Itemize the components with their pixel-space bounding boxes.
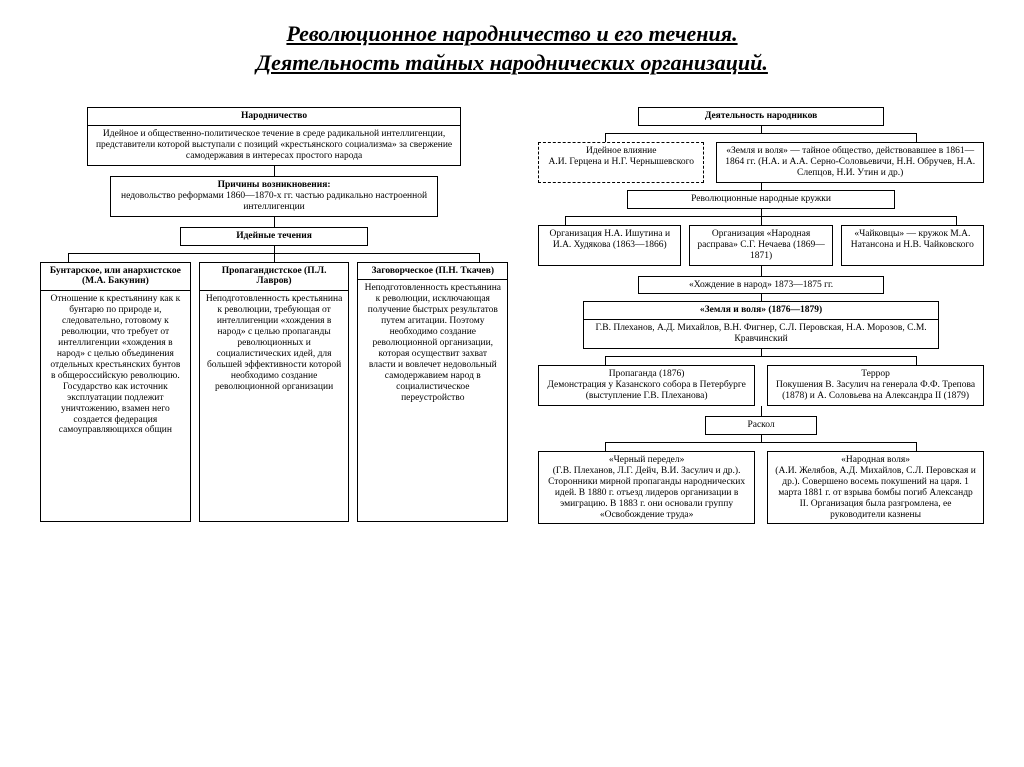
propaganda-body: Демонстрация у Казанского собора в Петер… — [545, 380, 748, 402]
connector-spread — [605, 134, 917, 142]
current-anarchist-body: Отношение к крестьянину как к бунтарю по… — [47, 294, 184, 436]
narodnaya-volya-box: «Народная воля» (А.И. Желябов, А.Д. Миха… — [767, 451, 984, 525]
terror-box: Террор Покушения В. Засулич на генерала … — [767, 365, 984, 406]
raskol-text: Раскол — [747, 420, 774, 430]
org-chaikovtsy: «Чайковцы» — кружок М.А. Натансона и Н.В… — [841, 225, 984, 266]
connector-leg — [761, 217, 762, 225]
raskol-box: Раскол — [705, 416, 816, 435]
propaganda-box: Пропаганда (1876) Демонстрация у Казанск… — [538, 365, 755, 406]
org-nechaev: Организация «Народная расправа» С.Г. Неч… — [689, 225, 832, 266]
terror-header: Террор — [774, 369, 977, 380]
org-ishutin: Организация Н.А. Ишутина и И.А. Худякова… — [538, 225, 681, 266]
causes-box: Причины возникновения: недовольство рефо… — [110, 176, 438, 217]
kruzhki-header-box: Революционные народные кружки — [627, 190, 895, 209]
left-column: Народничество Идейное и общественно-поли… — [40, 107, 508, 521]
diagram: Народничество Идейное и общественно-поли… — [40, 107, 984, 524]
currents-header: Идейные течения — [236, 231, 312, 241]
zemlya-volya-2-box: «Земля и воля» (1876—1879) Г.В. Плеханов… — [583, 301, 940, 349]
connector-leg — [605, 357, 606, 365]
narodnaya-volya-header: «Народная воля» — [774, 455, 977, 466]
connector — [761, 183, 762, 190]
zemlya-volya-1-box: «Земля и воля» — тайное общество, действ… — [716, 142, 984, 183]
right-column: Деятельность народников Идейное влияние … — [538, 107, 984, 524]
connector-spread — [605, 357, 917, 365]
connector — [761, 126, 762, 133]
current-propaganda: Пропагандистское (П.Л. Лавров) Неподгото… — [199, 262, 350, 522]
current-anarchist: Бунтарское, или анархистское (М.А. Бакун… — [40, 262, 191, 522]
activity-header-box: Деятельность народников — [638, 107, 883, 126]
propaganda-header: Пропаганда (1876) — [545, 369, 748, 380]
connector-leg — [605, 134, 606, 142]
kruzhki-header: Революционные народные кружки — [691, 194, 831, 204]
connector — [761, 406, 762, 416]
current-conspiracy-body: Неподготовленность крестьянина к революц… — [364, 283, 501, 403]
connector — [761, 294, 762, 301]
influence-body: А.И. Герцена и Н.Г. Чернышевского — [545, 157, 697, 168]
connector-spread — [605, 443, 917, 451]
connector-leg — [274, 254, 275, 262]
cherny-peredel-body: (Г.В. Плеханов, Л.Г. Дейч, В.И. Засулич … — [545, 466, 748, 521]
zemlya-volya-1-body: «Земля и воля» — тайное общество, действ… — [725, 146, 975, 178]
connector-leg — [479, 254, 480, 262]
influence-row: Идейное влияние А.И. Герцена и Н.Г. Черн… — [538, 142, 984, 183]
connector — [761, 349, 762, 356]
causes-body: недовольство реформами 1860—1870-х гг. ч… — [117, 191, 431, 213]
connector-leg — [916, 357, 917, 365]
influence-header: Идейное влияние — [545, 146, 697, 157]
connector — [761, 266, 762, 276]
connector-leg — [565, 217, 566, 225]
connector — [274, 166, 275, 176]
cherny-peredel-header: «Черный передел» — [545, 455, 748, 466]
connector — [274, 217, 275, 227]
hozhdenie-text: «Хождение в народ» 1873—1875 гг. — [689, 280, 833, 290]
connector-leg — [605, 443, 606, 451]
current-conspiracy-header: Заговорческое (П.Н. Ткачев) — [358, 263, 507, 281]
page-title: Революционное народничество и его течени… — [40, 20, 984, 77]
connector — [761, 209, 762, 216]
narodnaya-volya-body: (А.И. Желябов, А.Д. Михайлов, С.Л. Перов… — [774, 466, 977, 521]
narodnichestvo-header: Народничество — [88, 108, 461, 126]
connector-leg — [68, 254, 69, 262]
connector-leg — [916, 443, 917, 451]
current-anarchist-header: Бунтарское, или анархистское (М.А. Бакун… — [41, 263, 190, 292]
split-row: «Черный передел» (Г.В. Плеханов, Л.Г. Де… — [538, 451, 984, 525]
cherny-peredel-box: «Черный передел» (Г.В. Плеханов, Л.Г. Де… — [538, 451, 755, 525]
activity-header: Деятельность народников — [705, 111, 817, 121]
title-line-1: Революционное народничество и его течени… — [286, 21, 737, 46]
connector-leg — [916, 134, 917, 142]
currents-row: Бунтарское, или анархистское (М.А. Бакун… — [40, 262, 508, 522]
connector — [761, 435, 762, 442]
orgs-row: Организация Н.А. Ишутина и И.А. Худякова… — [538, 225, 984, 266]
narodnichestvo-body: Идейное и общественно-политическое течен… — [94, 129, 455, 162]
current-propaganda-header: Пропагандистское (П.Л. Лавров) — [200, 263, 349, 292]
causes-header: Причины возникновения: — [117, 180, 431, 191]
influence-box: Идейное влияние А.И. Герцена и Н.Г. Черн… — [538, 142, 704, 183]
narodnichestvo-box: Народничество Идейное и общественно-поли… — [87, 107, 462, 166]
terror-body: Покушения В. Засулич на генерала Ф.Ф. Тр… — [774, 380, 977, 402]
prop-terror-row: Пропаганда (1876) Демонстрация у Казанск… — [538, 365, 984, 406]
connector-leg — [956, 217, 957, 225]
currents-header-box: Идейные течения — [180, 227, 367, 246]
zemlya-volya-2-body: Г.В. Плеханов, А.Д. Михайлов, В.Н. Фигне… — [590, 323, 933, 345]
current-conspiracy: Заговорческое (П.Н. Ткачев) Неподготовле… — [357, 262, 508, 522]
connector-spread — [565, 217, 957, 225]
title-line-2: Деятельность тайных народнических органи… — [256, 50, 768, 75]
connector-spread — [68, 254, 480, 262]
zemlya-volya-2-header: «Земля и воля» (1876—1879) — [584, 302, 939, 320]
current-propaganda-body: Неподготовленность крестьянина к революц… — [206, 294, 343, 392]
hozhdenie-box: «Хождение в народ» 1873—1875 гг. — [638, 276, 883, 295]
connector — [274, 246, 275, 253]
